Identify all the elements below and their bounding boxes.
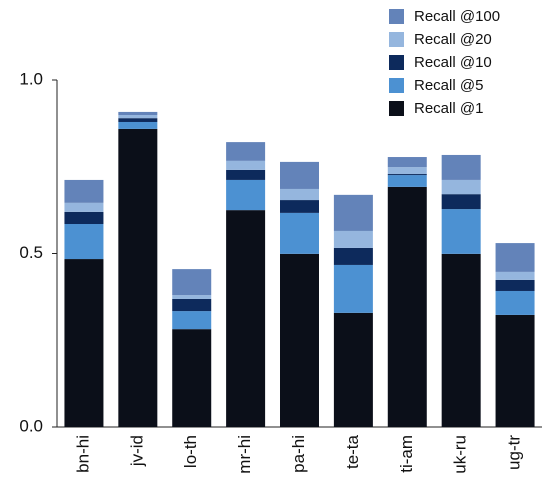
bar-segment (172, 311, 212, 330)
legend-label: Recall @5 (414, 77, 483, 94)
legend-swatch (389, 9, 404, 24)
bar-segment (172, 329, 212, 427)
bar-segment (64, 179, 104, 203)
bar-segment (280, 200, 319, 213)
bar-segment (172, 295, 212, 299)
x-tick-label: mr-hi (235, 435, 254, 474)
bar-segment (280, 253, 319, 427)
bar-segment (226, 169, 266, 180)
bar-segment (441, 179, 481, 195)
bar-segment (280, 212, 319, 254)
bar-segment (280, 188, 319, 201)
y-tick-label: 1.0 (19, 69, 43, 88)
x-tick-label: lo-th (181, 435, 200, 468)
bar-segment (495, 314, 535, 427)
bar-segment (333, 247, 373, 265)
bar-segment (333, 194, 373, 231)
bar-segment (441, 194, 481, 210)
bar-segment (333, 264, 373, 313)
bar-segment (226, 160, 266, 170)
bar-segment (333, 312, 373, 427)
bar-segment (495, 279, 535, 291)
bar-segment (495, 290, 535, 315)
x-tick-label: jv-id (127, 435, 146, 467)
bar-segment (441, 253, 481, 427)
y-tick-label: 0.5 (19, 243, 43, 262)
x-tick-label: pa-hi (289, 435, 308, 473)
bar-segment (172, 298, 212, 312)
bar-segment (118, 111, 158, 116)
bar-segment (118, 118, 158, 122)
x-tick-label: te-ta (343, 434, 362, 469)
legend-label: Recall @20 (414, 31, 492, 48)
bar-segment (441, 209, 481, 254)
legend-label: Recall @10 (414, 54, 492, 71)
bar-segment (387, 174, 427, 176)
x-tick-label: ti-am (397, 435, 416, 473)
bar-segment (118, 128, 158, 427)
bar-segment (64, 202, 104, 212)
legend-label: Recall @1 (414, 100, 483, 117)
x-tick-label: bn-hi (73, 435, 92, 473)
legend-swatch (389, 55, 404, 70)
legend-label: Recall @100 (414, 8, 500, 25)
bar-segment (333, 230, 373, 248)
bar-segment (495, 243, 535, 272)
x-tick-label: ug-tr (505, 435, 524, 470)
bar-segment (172, 269, 212, 296)
bar-segment (64, 224, 104, 260)
bar-segment (64, 259, 104, 427)
bar-segment (387, 175, 427, 187)
bar-segment (118, 115, 158, 119)
bar-segment (495, 271, 535, 280)
legend-swatch (389, 101, 404, 116)
bar-segment (441, 154, 481, 180)
y-tick-label: 0.0 (19, 416, 43, 435)
bar-segment (387, 167, 427, 175)
bar-segment (387, 157, 427, 168)
bar-segment (387, 186, 427, 427)
bar-segment (118, 121, 158, 129)
legend-swatch (389, 32, 404, 47)
bar-segment (64, 211, 104, 225)
x-tick-label: uk-ru (451, 435, 470, 474)
bar-segment (280, 161, 319, 189)
bar-segment (226, 179, 266, 211)
legend-swatch (389, 78, 404, 93)
bar-segment (226, 142, 266, 161)
bar-segment (226, 210, 266, 427)
